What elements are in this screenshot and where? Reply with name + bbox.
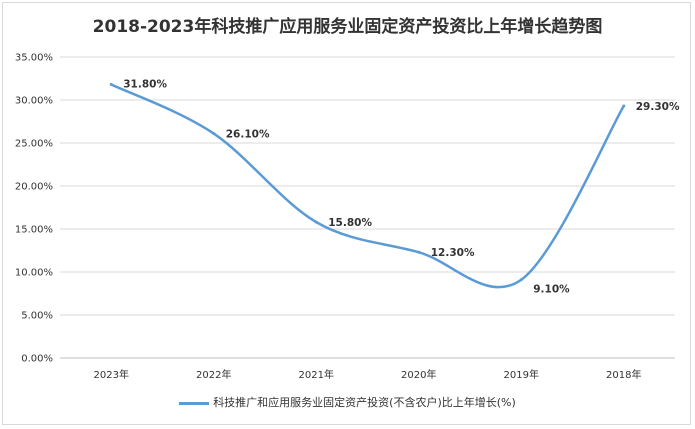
legend-label: 科技推广和应用服务业固定资产投资(不含农户)比上年增长(%) [213, 396, 516, 409]
data-point [417, 250, 421, 254]
chart-title: 2018-2023年科技推广应用服务业固定资产投资比上年增长趋势图 [92, 17, 603, 37]
y-tick-label: 5.00% [21, 311, 53, 322]
data-point [622, 104, 626, 108]
data-point [109, 83, 113, 87]
chart-frame [2, 2, 691, 425]
x-tick-label: 2019年 [504, 368, 539, 381]
x-tick-label: 2018年 [606, 368, 641, 381]
data-point [314, 220, 318, 224]
y-tick-label: 15.00% [15, 225, 53, 236]
data-label: 9.10% [533, 284, 570, 296]
data-point [212, 132, 216, 136]
data-label: 31.80% [123, 79, 167, 91]
data-label: 12.30% [431, 247, 475, 259]
y-tick-label: 10.00% [15, 268, 53, 279]
x-tick-label: 2020年 [401, 368, 436, 381]
y-tick-label: 20.00% [15, 182, 53, 193]
legend: 科技推广和应用服务业固定资产投资(不含农户)比上年增长(%) [0, 394, 695, 410]
data-label: 15.80% [328, 217, 372, 229]
series-line [110, 83, 625, 289]
data-point [519, 278, 523, 282]
y-tick-label: 35.00% [15, 53, 53, 64]
x-tick-label: 2021年 [299, 368, 334, 381]
x-tick-label: 2022年 [196, 368, 231, 381]
x-tick-label: 2023年 [94, 368, 129, 381]
data-label: 29.30% [636, 101, 680, 113]
y-tick-label: 25.00% [15, 139, 53, 150]
legend-swatch [179, 401, 210, 405]
y-tick-label: 30.00% [15, 96, 53, 107]
data-label: 26.10% [226, 129, 270, 141]
y-tick-label: 0.00% [21, 354, 53, 365]
